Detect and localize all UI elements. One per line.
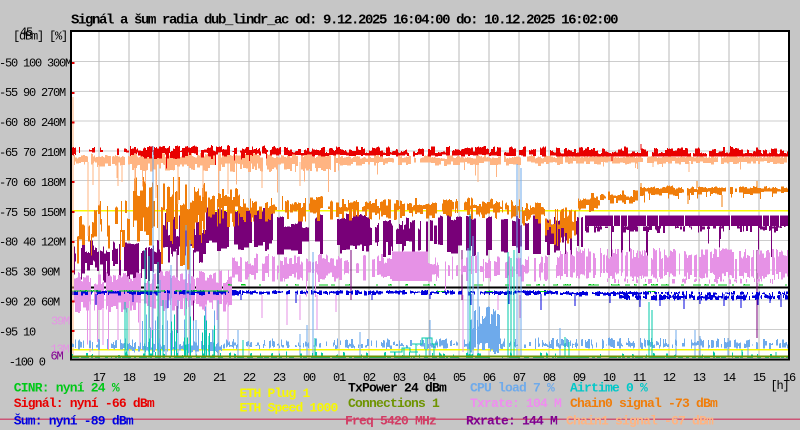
svg-text:21: 21 bbox=[213, 371, 226, 385]
svg-text:13: 13 bbox=[693, 371, 706, 385]
svg-text:-90 20 60M: -90 20 60M bbox=[0, 296, 60, 310]
svg-text:[h]: [h] bbox=[771, 379, 789, 393]
svg-text:Signál: nyní -66 dBm: Signál: nyní -66 dBm bbox=[14, 396, 155, 411]
svg-text:14: 14 bbox=[723, 371, 736, 385]
svg-text:17: 17 bbox=[93, 371, 106, 385]
svg-text:06: 06 bbox=[483, 371, 496, 385]
svg-text:Connections 1: Connections 1 bbox=[348, 396, 440, 411]
svg-text:11: 11 bbox=[633, 371, 646, 385]
svg-text:Airtime 0 %: Airtime 0 % bbox=[570, 381, 648, 396]
svg-text:00: 00 bbox=[303, 371, 316, 385]
svg-text:02: 02 bbox=[363, 371, 376, 385]
svg-text:Chain1 signal -67 dBm: Chain1 signal -67 dBm bbox=[566, 414, 714, 429]
svg-text:-80 40 120M: -80 40 120M bbox=[0, 236, 66, 250]
svg-text:Freq 5420 MHz: Freq 5420 MHz bbox=[345, 414, 436, 429]
svg-text:19: 19 bbox=[153, 371, 166, 385]
svg-text:Signál a šum radia dub_lindr_a: Signál a šum radia dub_lindr_ac od: 9.12… bbox=[71, 13, 618, 29]
svg-text:10: 10 bbox=[603, 371, 616, 385]
svg-text:-55 90 270M: -55 90 270M bbox=[0, 86, 66, 100]
svg-text:ETH Speed 1000: ETH Speed 1000 bbox=[240, 401, 339, 416]
svg-text:-70 60 180M: -70 60 180M bbox=[0, 176, 66, 190]
svg-text:13M: 13M bbox=[51, 342, 70, 356]
svg-text:08: 08 bbox=[543, 371, 556, 385]
svg-text:-50 100 300M: -50 100 300M bbox=[0, 56, 72, 70]
svg-text:-65 70 210M: -65 70 210M bbox=[0, 146, 66, 160]
svg-text:39M: 39M bbox=[51, 315, 70, 329]
svg-text:12: 12 bbox=[663, 371, 676, 385]
svg-text:23: 23 bbox=[273, 371, 286, 385]
svg-text:-95 10: -95 10 bbox=[0, 325, 36, 339]
svg-text:20: 20 bbox=[183, 371, 196, 385]
svg-text:CINR: nyní 24 %: CINR: nyní 24 % bbox=[14, 381, 120, 396]
svg-text:Šum: nyní -89 dBm: Šum: nyní -89 dBm bbox=[14, 414, 134, 429]
svg-text:TxPower 24 dBm: TxPower 24 dBm bbox=[348, 381, 447, 396]
svg-text:-100 0: -100 0 bbox=[9, 355, 46, 369]
svg-text:04: 04 bbox=[423, 371, 436, 385]
svg-text:Rxrate: 144 M: Rxrate: 144 M bbox=[466, 414, 558, 429]
svg-text:07: 07 bbox=[513, 371, 526, 385]
svg-text:22: 22 bbox=[243, 371, 256, 385]
svg-text:05: 05 bbox=[453, 371, 466, 385]
svg-text:15: 15 bbox=[753, 371, 766, 385]
svg-text:6M: 6M bbox=[51, 350, 64, 364]
svg-text:-75 50 150M: -75 50 150M bbox=[0, 206, 66, 220]
svg-text:[dBm] [%]: [dBm] [%] bbox=[13, 30, 67, 44]
svg-text:18: 18 bbox=[123, 371, 136, 385]
svg-text:CPU load 7 %: CPU load 7 % bbox=[470, 381, 555, 396]
svg-text:ETH Plug 1: ETH Plug 1 bbox=[240, 386, 311, 401]
svg-text:03: 03 bbox=[393, 371, 406, 385]
svg-text:01: 01 bbox=[333, 371, 346, 385]
svg-text:-60 80 240M: -60 80 240M bbox=[0, 116, 66, 130]
svg-text:Txrate: 104 M: Txrate: 104 M bbox=[470, 396, 562, 411]
svg-text:45: 45 bbox=[20, 26, 33, 40]
svg-text:Chain0 signal -73 dBm: Chain0 signal -73 dBm bbox=[570, 396, 718, 411]
svg-text:09: 09 bbox=[573, 371, 586, 385]
svg-text:16: 16 bbox=[783, 371, 796, 385]
svg-text:-85 30 90M: -85 30 90M bbox=[0, 266, 60, 280]
